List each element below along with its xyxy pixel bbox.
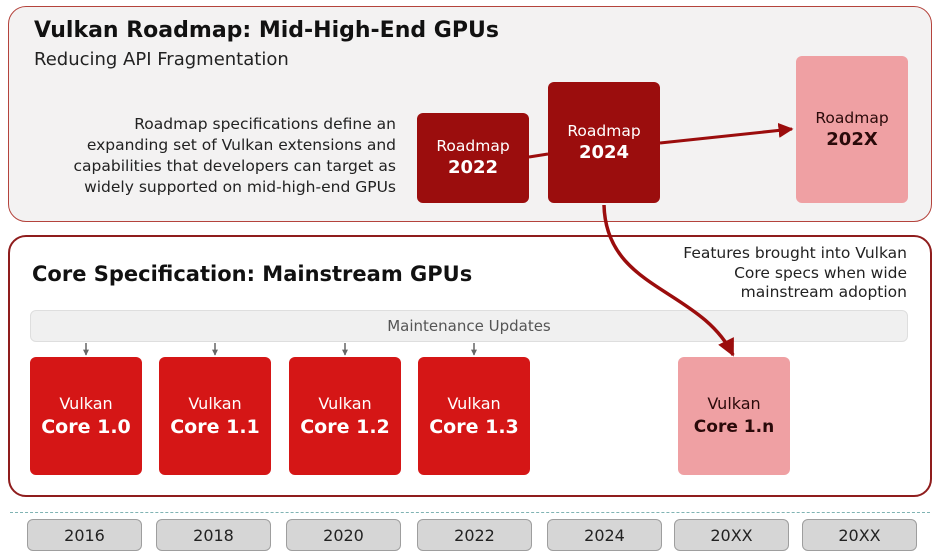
vulkan-core-1-3-box: Vulkan Core 1.3 — [418, 357, 530, 475]
roadmap-year: 2022 — [447, 157, 499, 178]
version-label: Vulkan — [188, 394, 242, 413]
timeline-year: 20XX — [802, 519, 917, 551]
description-line: capabilities that developers can target … — [73, 157, 396, 175]
roadmap-202x-box: Roadmap 202X — [796, 56, 908, 203]
vulkan-core-1-2-box: Vulkan Core 1.2 — [289, 357, 401, 475]
version-number: Core 1.n — [693, 417, 775, 437]
timeline-year: 2018 — [156, 519, 271, 551]
timeline-year: 2022 — [417, 519, 532, 551]
timeline-year: 2020 — [286, 519, 401, 551]
roadmap-2024-box: Roadmap 2024 — [548, 82, 660, 203]
roadmap-label: Roadmap — [815, 108, 889, 127]
version-label: Vulkan — [447, 394, 501, 413]
timeline-year: 20XX — [674, 519, 789, 551]
core-adoption-arrow — [602, 204, 735, 357]
roadmap-label: Roadmap — [567, 121, 641, 140]
note-line: Core specs when wide — [734, 263, 907, 282]
roadmap-connector — [528, 152, 549, 159]
adoption-note: Features brought into Vulkan Core specs … — [640, 244, 907, 303]
description-line: expanding set of Vulkan extensions and — [86, 136, 396, 154]
roadmap-year: 2024 — [578, 141, 630, 163]
vulkan-core-1-1-box: Vulkan Core 1.1 — [159, 357, 271, 475]
roadmap-description: Roadmap specifications define an expandi… — [20, 114, 396, 198]
version-number: Core 1.0 — [41, 416, 131, 438]
vulkan-core-1-0-box: Vulkan Core 1.0 — [30, 357, 142, 475]
roadmap-year: 202X — [826, 128, 878, 150]
timeline-year: 2016 — [27, 519, 142, 551]
roadmap-label: Roadmap — [436, 137, 510, 155]
version-number: Core 1.3 — [429, 416, 519, 438]
version-label: Vulkan — [59, 394, 113, 413]
timeline-divider — [10, 512, 930, 513]
version-number: Core 1.1 — [170, 416, 260, 438]
roadmap-title: Vulkan Roadmap: Mid-High-End GPUs — [34, 18, 499, 43]
description-line: Roadmap specifications define an — [134, 115, 396, 133]
description-line: widely supported on mid-high-end GPUs — [84, 178, 396, 196]
note-line: Features brought into Vulkan — [683, 244, 907, 262]
version-label: Vulkan — [707, 394, 761, 413]
note-line: mainstream adoption — [740, 283, 907, 301]
roadmap-2022-box: Roadmap 2022 — [417, 113, 529, 203]
maintenance-updates-bar: Maintenance Updates — [30, 310, 908, 342]
vulkan-core-1-n-box: Vulkan Core 1.n — [678, 357, 790, 475]
timeline-year: 2024 — [547, 519, 662, 551]
roadmap-subtitle: Reducing API Fragmentation — [34, 49, 289, 70]
roadmap-future-arrow — [659, 122, 794, 145]
version-number: Core 1.2 — [300, 416, 390, 438]
version-label: Vulkan — [318, 394, 372, 413]
core-spec-title: Core Specification: Mainstream GPUs — [32, 262, 473, 286]
